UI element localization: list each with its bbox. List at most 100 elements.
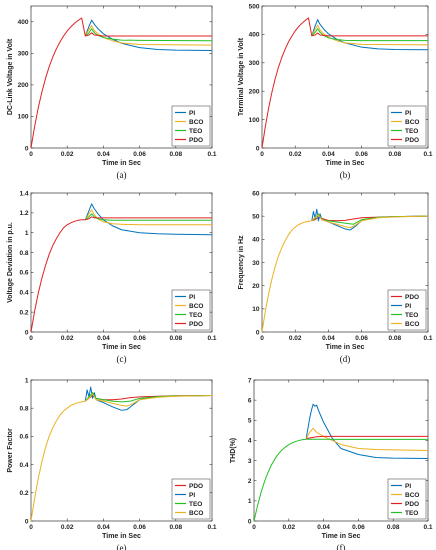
legend: PI BCO TEO PDO: [171, 105, 211, 147]
chart-1: 0 0.02 0.04 0.06 0.08 0.1 0 100 200 300 400 Time in…: [7, 5, 217, 180]
series-line-bco: [261, 214, 429, 333]
panel-caption: (e): [117, 543, 127, 550]
y-tick-label: 20: [252, 283, 260, 290]
y-tick-label: 0.8: [19, 250, 28, 257]
legend-entry: PI: [405, 110, 411, 117]
legend-entry: PI: [405, 303, 411, 310]
x-tick-label: 0.06: [355, 335, 368, 342]
x-tick-label: 0.04: [322, 335, 335, 342]
chart-2: 0 0.02 0.04 0.06 0.08 0.1 0 100 200 300 400 500 Time…: [238, 3, 433, 180]
x-tick-label: 0.02: [61, 335, 74, 342]
series-line-pdo: [306, 435, 428, 439]
y-tick-label: 500: [249, 3, 260, 10]
y-tick-label: 6: [248, 397, 252, 404]
legend-entry: TEO: [405, 128, 418, 135]
y-tick-label: 100: [18, 114, 29, 121]
legend-entry: BCO: [405, 321, 419, 328]
series-line-bco: [84, 209, 212, 226]
y-tick-label: 1.4: [19, 190, 28, 197]
x-tick-label: 0.1: [207, 335, 216, 342]
series-line-pdo: [30, 17, 212, 149]
x-tick-label: 0.1: [207, 524, 216, 531]
y-tick-label: 1: [25, 377, 29, 384]
legend-entry: PI: [189, 294, 195, 301]
series-line-pdo: [30, 216, 212, 333]
y-tick-label: 100: [249, 117, 260, 124]
y-tick-label: 30: [252, 260, 260, 267]
legend-entry: PI: [189, 492, 195, 499]
y-tick-label: 0: [25, 518, 29, 525]
legend: PDO PI TEO BCO: [387, 289, 427, 331]
y-tick-label: 50: [252, 213, 260, 220]
x-tick-label: 0.1: [423, 151, 432, 158]
y-tick-label: 0.6: [19, 434, 28, 441]
legend-entry: TEO: [405, 510, 418, 517]
x-axis-label: Time in Sec: [102, 344, 141, 351]
y-tick-label: 200: [18, 82, 29, 89]
x-tick-label: 0.08: [169, 335, 182, 342]
y-tick-label: 0: [25, 329, 29, 336]
series-line-teo: [311, 28, 428, 42]
x-tick-label: 0.08: [388, 151, 401, 158]
x-tick-label: 0.06: [133, 524, 146, 531]
chart-6: 0 0.02 0.04 0.06 0.08 0.1 0 1 2 3 4 5 6 7 Time in Sec T…: [230, 377, 433, 550]
series-line-pdo: [261, 17, 428, 149]
legend-entry: PDO: [405, 294, 419, 301]
legend-entry: BCO: [405, 119, 419, 126]
x-tick-label: 0.04: [97, 335, 110, 342]
series-line-bco: [30, 393, 213, 522]
y-axis-label: THD(%): [230, 438, 237, 463]
x-tick-label: 0.08: [169, 524, 182, 531]
x-tick-label: 0.06: [352, 524, 365, 531]
y-tick-label: 0.4: [19, 290, 28, 297]
legend: PDO PI TEO BCO: [171, 478, 211, 520]
legend-entry: PDO: [189, 137, 203, 144]
y-tick-label: 0: [256, 145, 260, 152]
panel-caption: (b): [340, 170, 351, 180]
y-tick-label: 300: [249, 60, 260, 67]
series-line-pi: [84, 19, 213, 51]
series-line-pi: [84, 203, 213, 236]
legend-entry: PI: [405, 483, 411, 490]
y-tick-label: 0.2: [19, 490, 28, 497]
legend-entry: TEO: [189, 501, 202, 508]
y-tick-label: 1: [248, 498, 252, 505]
x-tick-label: 0.02: [282, 524, 295, 531]
x-tick-label: 0: [260, 151, 264, 158]
x-tick-label: 0.04: [317, 524, 330, 531]
x-axis-label: Time in Sec: [102, 160, 141, 167]
legend-entry: PDO: [189, 483, 203, 490]
legend-entry: TEO: [189, 312, 202, 319]
series-line-pi: [305, 403, 429, 460]
series-line-bco: [311, 24, 429, 46]
y-tick-label: 1.2: [19, 210, 28, 217]
y-tick-label: 1: [25, 230, 29, 237]
y-tick-label: 0.8: [19, 406, 28, 413]
x-axis-label: Time in Sec: [326, 160, 365, 167]
y-tick-label: 4: [248, 438, 252, 445]
plot-frame: [30, 192, 213, 333]
x-tick-label: 0.08: [387, 524, 400, 531]
legend-entry: BCO: [189, 119, 203, 126]
panel-caption: (f): [337, 543, 346, 550]
x-tick-label: 0: [29, 335, 33, 342]
y-tick-label: 0: [248, 518, 252, 525]
series-line-teo: [253, 438, 428, 522]
legend-entry: PI: [189, 110, 195, 117]
plot-frame: [261, 5, 429, 149]
x-tick-label: 0: [29, 151, 33, 158]
y-axis-label: Voltage Deviation in p.u.: [7, 222, 14, 303]
x-tick-label: 0.08: [388, 335, 401, 342]
x-tick-label: 0: [252, 524, 256, 531]
x-tick-label: 0: [260, 335, 264, 342]
y-tick-label: 60: [252, 190, 260, 197]
x-axis-label: Time in Sec: [322, 533, 361, 540]
x-tick-label: 0.02: [61, 524, 74, 531]
y-tick-label: 400: [249, 32, 260, 39]
plot-frame: [30, 5, 213, 149]
panel-caption: (c): [117, 354, 127, 364]
chart-3: 0 0.02 0.04 0.06 0.08 0.1 0 0.2 0.4 0.6 0.8 1 1.2 1.4…: [7, 190, 217, 364]
series-line-teo: [84, 392, 213, 403]
plot-frame: [30, 379, 213, 522]
